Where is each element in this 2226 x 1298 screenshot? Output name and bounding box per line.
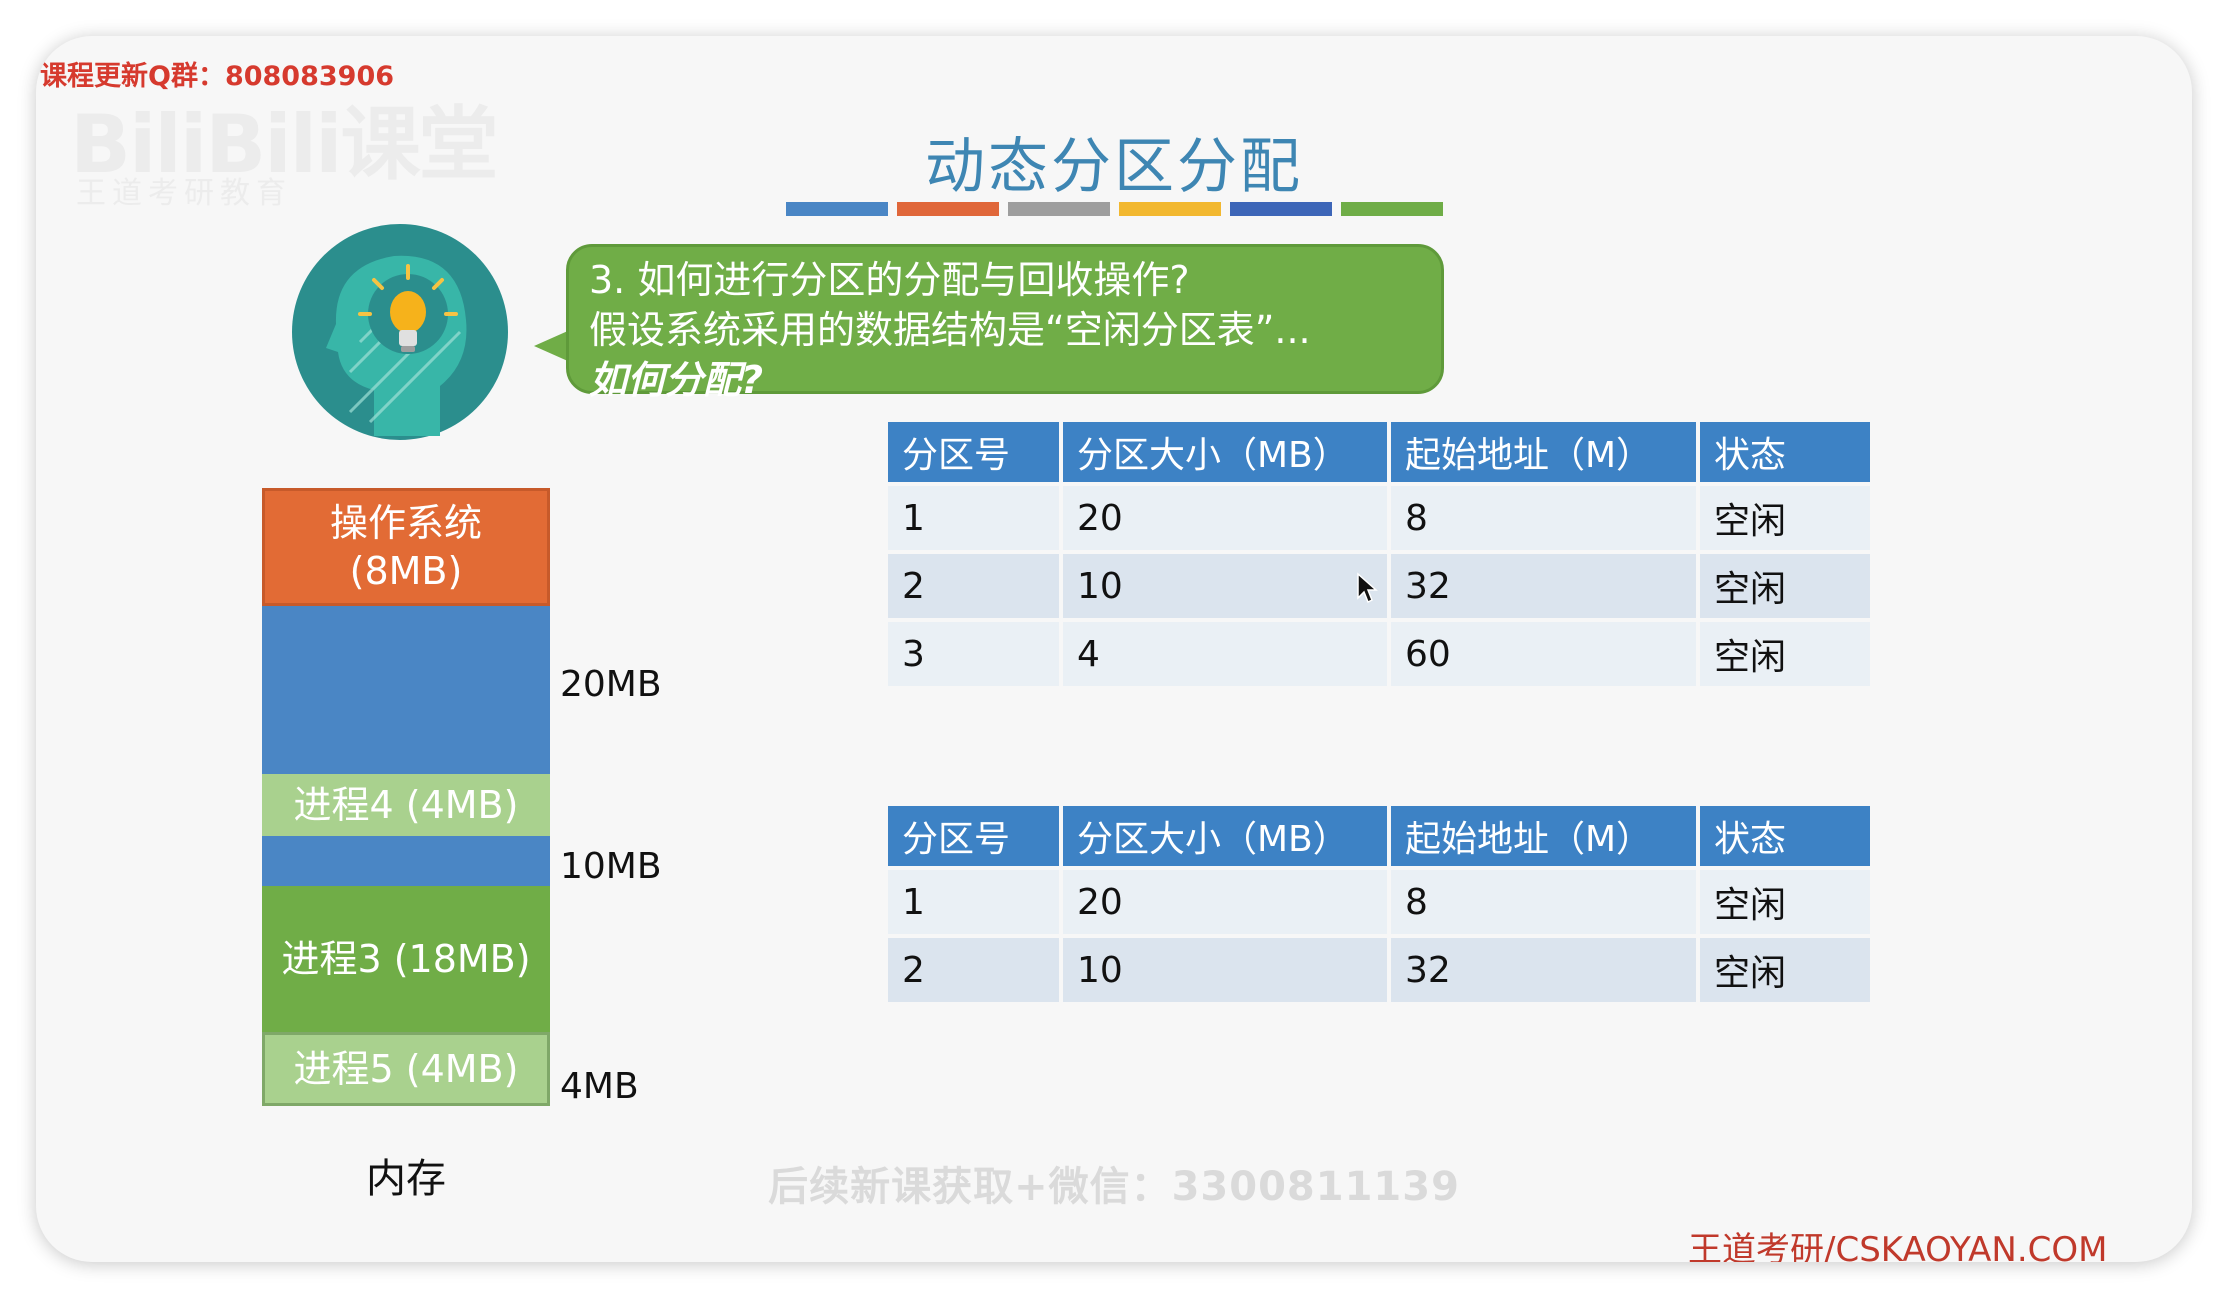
brand-label: 王道考研/CSKAOYAN.COM [1688,1230,2108,1262]
cell-start-address: 8 [1391,486,1696,550]
table-row: 1 20 8 空闲 [888,870,1870,934]
title-color-bar-1 [786,202,888,216]
watermark-subtitle: 王道考研教育 [76,176,292,211]
cell-start-address: 32 [1391,554,1696,618]
header-partition-size: 分区大小（MB） [1063,806,1387,866]
memory-block-free-20mb [262,606,550,774]
slide: 课程更新Q群：808083906 BiliBili课堂 王道考研教育 动态分区分… [36,36,2192,1262]
slide-title: 动态分区分配 [925,132,1303,202]
header-start-address: 起始地址（M） [1391,806,1696,866]
watermark-logo: BiliBili课堂 [70,98,498,191]
title-color-bar-4 [1119,202,1221,216]
bubble-line-assumption: 假设系统采用的数据结构是“空闲分区表”... [589,308,1311,352]
speech-bubble-tail [534,330,570,362]
cell-partition-size: 20 [1063,870,1387,934]
header-start-address: 起始地址（M） [1391,422,1696,482]
cell-partition-no: 3 [888,622,1059,686]
cell-partition-no: 2 [888,938,1059,1002]
memory-block-process3: 进程3 (18MB) [262,886,550,1032]
bubble-line-how-allocate: 如何分配? [589,358,764,402]
cell-start-address: 8 [1391,870,1696,934]
cell-partition-size: 20 [1063,486,1387,550]
cell-status: 空闲 [1700,622,1870,686]
title-color-bar-3 [1008,202,1110,216]
memory-block-process5: 进程5 (4MB) [262,1032,550,1106]
memory-caption: 内存 [366,1156,446,1202]
header-partition-no: 分区号 [888,422,1059,482]
memory-block-os: 操作系统 (8MB) [262,488,550,606]
header-partition-size: 分区大小（MB） [1063,422,1387,482]
cell-partition-size: 4 [1063,622,1387,686]
bubble-line-question: 3. 如何进行分区的分配与回收操作? [589,258,1190,302]
size-label-20mb: 20MB [560,664,662,705]
table-header-row: 分区号 分区大小（MB） 起始地址（M） 状态 [888,422,1870,482]
header-status: 状态 [1700,422,1870,482]
free-partition-table-after: 分区号 分区大小（MB） 起始地址（M） 状态 1 20 8 空闲 2 10 3… [884,802,1874,1006]
memory-block-process4: 进程4 (4MB) [262,774,550,836]
thinking-head-lightbulb-icon [292,224,508,440]
header-status: 状态 [1700,806,1870,866]
table-row: 3 4 60 空闲 [888,622,1870,686]
title-color-bar-5 [1230,202,1332,216]
qq-group-overlay: 课程更新Q群：808083906 [40,61,395,92]
cell-partition-no: 1 [888,870,1059,934]
footer-watermark: 后续新课获取+微信：3300811139 [768,1164,1460,1210]
speech-bubble: 3. 如何进行分区的分配与回收操作? 假设系统采用的数据结构是“空闲分区表”..… [566,244,1444,402]
cell-start-address: 60 [1391,622,1696,686]
cell-partition-no: 1 [888,486,1059,550]
cell-start-address: 32 [1391,938,1696,1002]
header-partition-no: 分区号 [888,806,1059,866]
size-label-10mb: 10MB [560,846,662,887]
cell-partition-no: 2 [888,554,1059,618]
size-label-4mb: 4MB [560,1066,639,1107]
cell-status: 空闲 [1700,938,1870,1002]
cell-status: 空闲 [1700,870,1870,934]
table-header-row: 分区号 分区大小（MB） 起始地址（M） 状态 [888,806,1870,866]
title-color-bar-6 [1341,202,1443,216]
title-color-bar-2 [897,202,999,216]
table-row: 1 20 8 空闲 [888,486,1870,550]
memory-block-free-10mb [262,836,550,886]
table-row: 2 10 32 空闲 [888,554,1870,618]
cell-status: 空闲 [1700,486,1870,550]
mouse-cursor-icon [1357,572,1378,604]
table-row: 2 10 32 空闲 [888,938,1870,1002]
free-partition-table-before: 分区号 分区大小（MB） 起始地址（M） 状态 1 20 8 空闲 2 10 3… [884,418,1874,690]
cell-partition-size: 10 [1063,554,1387,618]
cell-status: 空闲 [1700,554,1870,618]
cell-partition-size: 10 [1063,938,1387,1002]
